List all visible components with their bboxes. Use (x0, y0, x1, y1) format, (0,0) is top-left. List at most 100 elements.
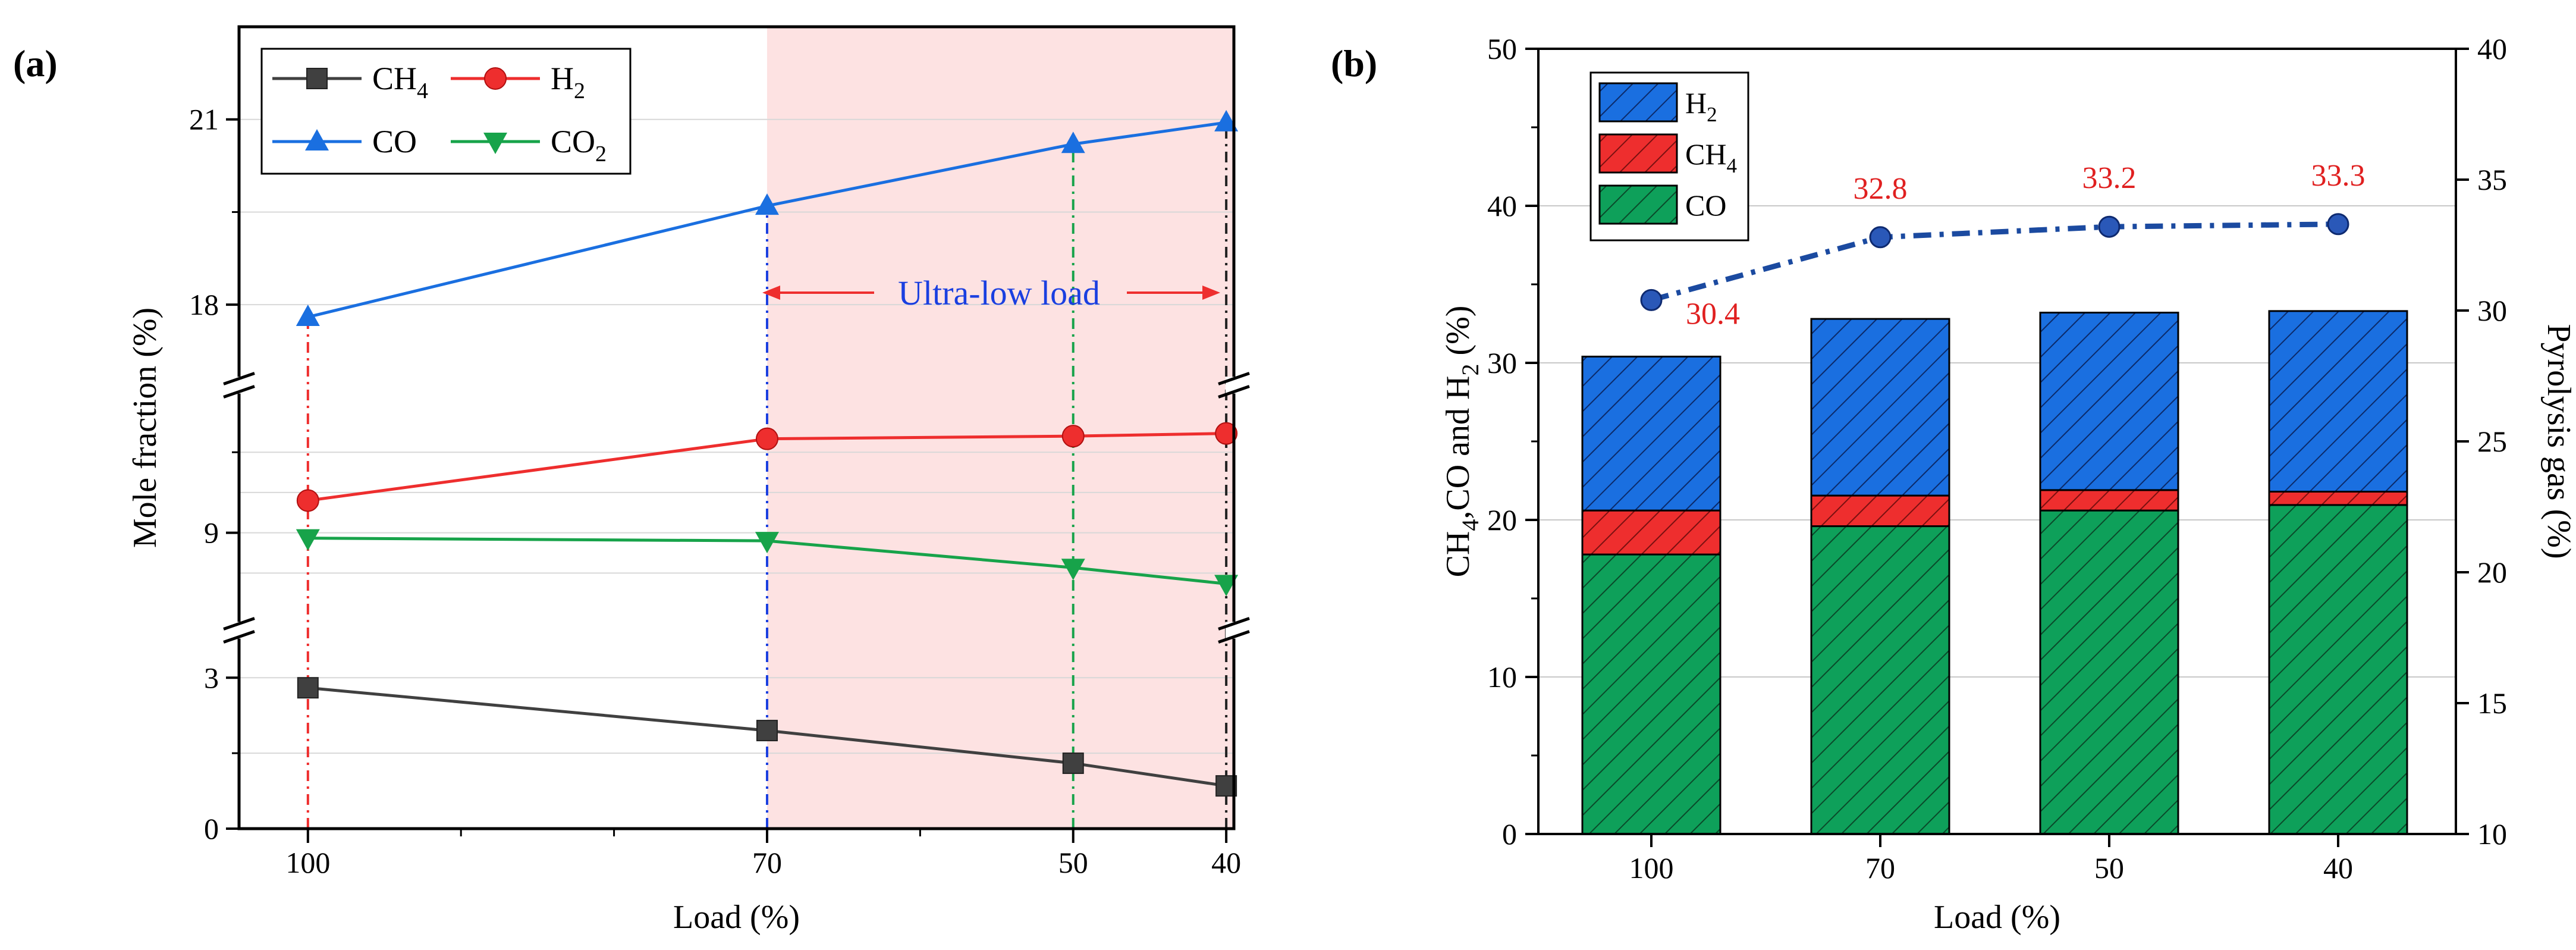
series-line-h2 (307, 432, 1227, 502)
x-tick-label: 100 (285, 846, 330, 879)
panel-b-left-y-axis-label: CH4,CO and H2 (%) (1440, 306, 1484, 578)
panel-a-legend: CH4 H2 CO CO2 (260, 48, 632, 175)
pyrolysis-point (2327, 213, 2349, 236)
pyrolysis-value-label: 32.8 (1854, 172, 1908, 206)
right-y-tick-label: 15 (2477, 686, 2507, 720)
panel-b-x-ticks: 100 70 50 40 (1629, 834, 2353, 885)
legend-swatch-co (1598, 184, 1678, 225)
legend-label-co: CO (1685, 189, 1726, 222)
y-tick-label: 0 (204, 812, 219, 845)
legend-label-co: CO (372, 124, 417, 159)
data-point-co (755, 193, 779, 215)
left-y-tick-label: 10 (1487, 660, 1517, 694)
annotation-arrowhead-right (1202, 286, 1220, 300)
x-tick-label: 40 (1211, 846, 1241, 879)
legend-marker-co2 (483, 133, 507, 154)
data-point-ch4 (756, 720, 778, 742)
left-y-tick-label: 30 (1487, 346, 1517, 380)
axis-break-mark (1218, 385, 1250, 399)
panel-a-y-ticks: 0 3 9 18 21 (189, 103, 239, 845)
left-y-tick-label: 40 (1487, 189, 1517, 222)
legend-marker-ch4 (306, 68, 328, 89)
ultra-low-load-region (766, 27, 1234, 829)
x-tick-label: 100 (1629, 851, 1674, 885)
annotation-arrowhead-left (762, 286, 780, 300)
series-line-co2 (307, 537, 1227, 585)
y-tick-label: 3 (204, 661, 219, 694)
bar-segment-co (1581, 553, 1721, 835)
legend-label-ch4: CH4 (372, 61, 428, 104)
right-y-tick-label: 35 (2477, 163, 2507, 196)
axis-break-mark (223, 385, 255, 399)
ylabel-text: (%) (1440, 306, 1477, 364)
panel-a-x-ticks: 100 70 50 40 (285, 829, 1241, 879)
axis-break-mark (1218, 617, 1250, 631)
data-point-co (1061, 131, 1085, 153)
panel-b-legend: H2 CH4 CO (1589, 71, 1749, 242)
legend-swatch-h2 (1598, 82, 1678, 123)
right-y-tick-label: 20 (2477, 556, 2507, 589)
left-y-tick-label: 50 (1487, 32, 1517, 65)
bar-segment-ch4 (2268, 490, 2408, 506)
pyrolysis-value-label: 33.2 (2082, 161, 2137, 195)
ylabel-text: ,CO and H (1440, 376, 1477, 519)
panel-a-axis-breaks (223, 372, 1250, 644)
panel-a: (a) 0 3 9 18 21 100 70 50 40 Load (%) Mole frac… (13, 25, 1250, 936)
panel-b-bars (1581, 310, 2408, 835)
panel-a-label: (a) (13, 42, 58, 84)
panel-b-pyrolysis-line: 30.4 32.8 33.2 33.3 (1640, 159, 2365, 331)
axis-break-mark (1218, 630, 1250, 644)
panel-b-left-y-ticks: 0 10 20 30 40 50 (1487, 32, 1538, 851)
annotation-text: Ultra-low load (898, 274, 1100, 312)
data-point-h2 (296, 489, 319, 512)
data-point-co2 (1214, 575, 1239, 597)
panel-b-right-y-ticks: 10 15 20 25 30 35 40 (2456, 32, 2507, 851)
data-point-h2 (1061, 425, 1085, 448)
panel-a-x-axis-label: Load (%) (673, 899, 800, 936)
data-point-h2 (1215, 422, 1238, 445)
data-point-co2 (1061, 559, 1085, 581)
ylabel-subscript: 2 (1457, 364, 1484, 376)
panel-b-x-axis-label: Load (%) (1934, 899, 2060, 936)
legend-marker-h2 (484, 67, 507, 90)
axis-break-mark (223, 617, 255, 631)
ylabel-subscript: 4 (1457, 519, 1484, 531)
axis-break-mark (223, 630, 255, 644)
bar-segment-h2 (1810, 318, 1950, 497)
legend-label-h2: H2 (551, 61, 585, 104)
axis-break-mark (223, 372, 255, 385)
data-point-co2 (296, 529, 320, 551)
data-point-co (1214, 109, 1239, 131)
right-y-tick-label: 25 (2477, 425, 2507, 458)
data-point-ch4 (1062, 753, 1084, 775)
panel-a-y-axis-label: Mole fraction (%) (127, 308, 164, 548)
panel-b: (b) 30.4 32.8 33.2 33.3 0 10 20 30 40 50 10 15 20 2… (1331, 32, 2576, 936)
legend-label-co2: CO2 (551, 124, 607, 167)
panel-b-label: (b) (1331, 42, 1377, 84)
bar-segment-ch4 (2039, 489, 2179, 512)
x-tick-label: 40 (2323, 851, 2353, 885)
y-tick-label: 21 (189, 103, 219, 136)
y-tick-label: 18 (189, 288, 219, 321)
legend-swatch-ch4 (1598, 133, 1678, 174)
y-tick-label: 9 (204, 516, 219, 550)
data-point-h2 (755, 427, 778, 450)
ultra-low-load-annotation: Ultra-low load (762, 274, 1220, 312)
pyrolysis-value-label: 33.3 (2311, 159, 2365, 193)
panel-a-grid (239, 118, 1234, 754)
x-tick-label: 70 (752, 846, 782, 879)
pyrolysis-point (1869, 226, 1892, 249)
x-tick-label: 50 (1058, 846, 1088, 879)
x-tick-label: 50 (2094, 851, 2124, 885)
legend-label-h2: H2 (1685, 86, 1717, 126)
left-y-tick-label: 0 (1502, 817, 1517, 851)
series-line-co (307, 121, 1227, 319)
ylabel-text: CH (1440, 531, 1477, 578)
pyrolysis-line (1650, 221, 2339, 303)
pyrolysis-point (1640, 289, 1663, 311)
left-y-tick-label: 20 (1487, 503, 1517, 537)
panel-a-plot-frame (237, 25, 1236, 830)
axis-break-mark (1218, 372, 1250, 385)
bar-segment-co (1810, 525, 1950, 835)
